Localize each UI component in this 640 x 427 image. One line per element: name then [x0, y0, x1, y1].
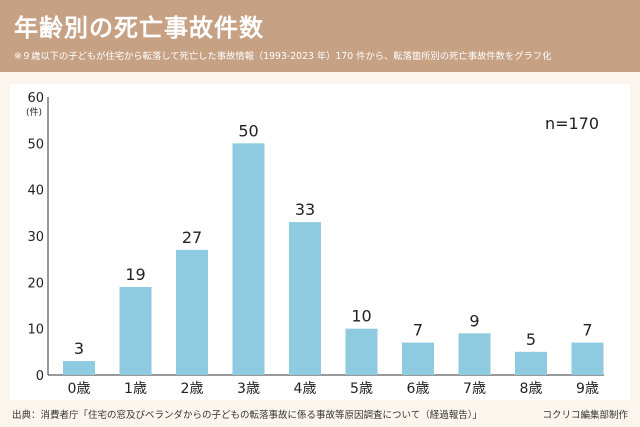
x-tick-label: 8歳: [520, 381, 543, 397]
x-tick-label: 4歳: [294, 381, 317, 397]
y-tick-label: 30: [27, 230, 44, 245]
x-tick-label: 5歳: [350, 381, 373, 397]
chart-panel: 0 10 20 30 40 50 60 (件) 3 0歳 19 1歳 27 2歳 50 3歳 33 4歳 10 5歳 7…: [10, 84, 630, 400]
bar: [119, 286, 152, 375]
credit-note: コクリコ編集部制作: [542, 410, 628, 421]
x-tick-label: 2歳: [181, 381, 204, 397]
x-tick-label: 1歳: [124, 381, 147, 397]
bar: [571, 342, 604, 375]
y-tick-label: 0: [36, 369, 44, 384]
bar-value-label: 19: [125, 265, 145, 284]
x-tick-label: 0歳: [68, 381, 91, 397]
y-tick-label: 40: [27, 184, 44, 199]
y-tick-label: 20: [27, 276, 44, 291]
x-tick-label: 6歳: [407, 381, 430, 397]
bar: [515, 351, 547, 375]
header-banner: 年齢別の死亡事故件数 ※９歳以下の子どもが住宅から転落して死亡した事故情報（19…: [0, 0, 640, 72]
bar-value-label: 3: [74, 339, 84, 358]
bar: [345, 328, 378, 375]
bar-value-label: 33: [295, 200, 315, 219]
bar: [458, 333, 491, 375]
bar: [176, 249, 208, 375]
page-title: 年齢別の死亡事故件数: [14, 14, 264, 42]
x-tick-label: 7歳: [463, 381, 486, 397]
source-note: 出典：消費者庁「住宅の窓及びベランダからの子どもの転落事故に係る事故等原因調査に…: [12, 410, 482, 421]
y-tick-label: 10: [27, 323, 44, 338]
bar-chart: 0 10 20 30 40 50 60(件) 3 0歳 19 1歳 27 2歳 50 3歳 33 4歳 10 5歳 7…: [26, 91, 604, 397]
bar-value-label: 27: [182, 228, 202, 247]
x-tick-label: 9歳: [576, 381, 599, 397]
page-subtitle: ※９歳以下の子どもが住宅から転落して死亡した事故情報（1993-2023 年）1…: [14, 51, 552, 62]
y-tick-label: 60: [27, 91, 44, 106]
bar-value-label: 7: [413, 321, 423, 340]
bar-value-label: 50: [238, 121, 258, 140]
sample-size-annotation: n=170: [545, 114, 599, 133]
bar-value-label: 10: [351, 307, 371, 326]
bar-value-label: 5: [526, 330, 536, 349]
bar-value-label: 7: [582, 321, 592, 340]
bar-value-label: 9: [469, 311, 479, 330]
x-tick-label: 3歳: [237, 381, 260, 397]
y-axis-unit-label: (件): [26, 106, 42, 118]
bar: [232, 143, 265, 375]
bar: [289, 222, 321, 375]
bar: [402, 342, 434, 375]
y-tick-label: 50: [27, 137, 44, 152]
bar: [63, 361, 95, 375]
